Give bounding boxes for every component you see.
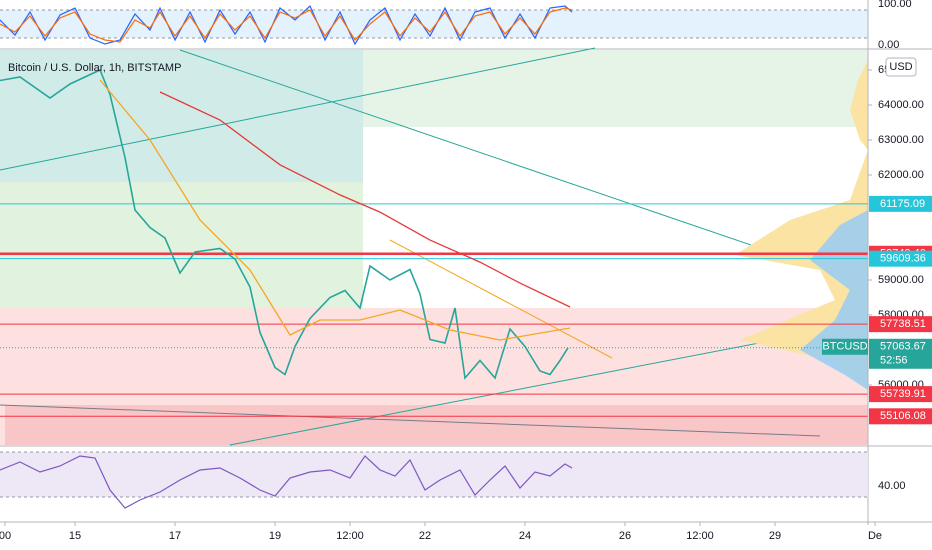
x-tick-label: 22 xyxy=(419,530,431,542)
x-tick-label: 12:00 xyxy=(336,530,364,542)
rsi-tick: 40.00 xyxy=(878,480,906,492)
volume-profile xyxy=(735,60,868,390)
rsi-band xyxy=(0,452,868,497)
y-tick-label: 63000.00 xyxy=(878,134,924,146)
zone-green xyxy=(363,50,868,127)
x-tick-label: 24 xyxy=(519,530,531,542)
moving-average xyxy=(159,91,571,308)
price-label: 59609.36 xyxy=(880,253,926,265)
x-tick-label: 12:00 xyxy=(686,530,714,542)
stoch-k xyxy=(0,4,573,46)
x-tick-label: 19 xyxy=(269,530,281,542)
x-tick-label: 17 xyxy=(169,530,181,542)
trend-line xyxy=(0,47,596,171)
rsi-line xyxy=(0,455,573,509)
price-label-box xyxy=(869,316,932,333)
stoch-tick: 100.00 xyxy=(878,0,912,10)
chart-title: Bitcoin / U.S. Dollar, 1h, BITSTAMP xyxy=(8,62,181,74)
stoch-band xyxy=(0,10,868,38)
symbol-box xyxy=(822,338,868,355)
price-label: 61175.09 xyxy=(880,198,925,210)
x-tick-label: De xyxy=(868,530,882,542)
last-price-label: 57063.67 xyxy=(880,341,926,353)
y-tick-label: 64000.00 xyxy=(878,99,924,111)
price-label-box xyxy=(869,195,932,212)
price-label-box xyxy=(869,250,932,267)
currency: USD xyxy=(889,61,912,73)
trend-line xyxy=(0,404,821,437)
price-label: 57738.51 xyxy=(880,318,926,330)
price-label-box xyxy=(869,386,932,403)
trend-line xyxy=(389,239,613,359)
symbol: BTCUSD xyxy=(822,341,867,353)
zone-green xyxy=(0,182,363,308)
price-line-series xyxy=(0,68,569,380)
moving-average xyxy=(99,79,571,341)
x-tick-label: 29 xyxy=(769,530,781,542)
y-tick-label: 59000.00 xyxy=(878,274,924,286)
price-label-box xyxy=(869,408,932,425)
price-label: 55106.08 xyxy=(880,410,926,422)
x-tick-label: 26 xyxy=(619,530,631,542)
last-price-box xyxy=(869,338,932,369)
zone-red-dark xyxy=(5,405,868,445)
price-label: 55739.91 xyxy=(880,388,926,400)
countdown: 52:56 xyxy=(880,355,908,367)
x-tick-label: 00 xyxy=(0,530,11,542)
x-tick-label: 15 xyxy=(69,530,81,542)
y-tick-label: 62000.00 xyxy=(878,169,924,181)
stoch-d xyxy=(0,7,573,43)
stoch-tick: 0.00 xyxy=(878,39,899,51)
currency-box xyxy=(885,57,917,77)
